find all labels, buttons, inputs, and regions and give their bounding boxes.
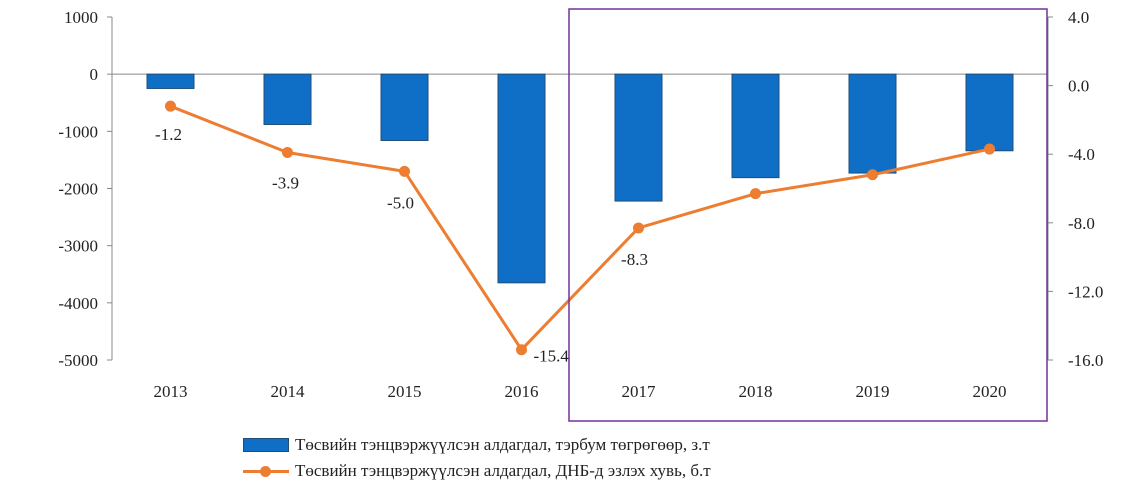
line-point xyxy=(399,165,410,177)
x-axis-tick-label: 2020 xyxy=(973,382,1007,401)
data-label: -15.4 xyxy=(534,347,570,366)
line-point xyxy=(633,222,644,234)
right-axis-tick-label: -4.0 xyxy=(1068,145,1095,164)
highlight-box xyxy=(568,8,1048,422)
right-axis-tick-label: 0.0 xyxy=(1068,77,1089,96)
line-point xyxy=(750,188,761,200)
left-axis-tick-label: -1000 xyxy=(58,122,98,141)
data-label: -8.3 xyxy=(621,250,648,269)
x-axis-tick-label: 2018 xyxy=(739,382,773,401)
line-series: -1.2 -3.9 -5.0 -15.4 -8.3 xyxy=(155,100,995,366)
left-axis-tick-label: -3000 xyxy=(58,237,98,256)
legend-swatch-line xyxy=(243,464,289,478)
line-point xyxy=(282,146,293,158)
x-axis-tick-label: 2015 xyxy=(388,382,422,401)
left-axis-tick-label: 1000 xyxy=(64,8,98,27)
left-axis-tick-label: -4000 xyxy=(58,294,98,313)
data-label: -3.9 xyxy=(272,173,299,192)
x-axis-labels: 2013 2014 2015 2016 2017 2018 2019 2020 xyxy=(154,382,1007,401)
bar xyxy=(263,73,312,125)
right-axis-tick-label: 4.0 xyxy=(1068,8,1089,27)
legend-swatch-bar xyxy=(243,438,289,452)
right-axis-tick-label: -16.0 xyxy=(1068,351,1103,370)
x-axis-tick-label: 2014 xyxy=(271,382,306,401)
left-axis-tick-label: -5000 xyxy=(58,351,98,370)
bar xyxy=(965,73,1014,152)
legend-marker xyxy=(260,466,271,477)
x-axis-tick-label: 2016 xyxy=(505,382,539,401)
data-label: -1.2 xyxy=(155,125,182,144)
bar xyxy=(497,73,546,284)
right-axis: 4.0 0.0 -4.0 -8.0 -12.0 -16.0 xyxy=(1047,8,1103,370)
legend-item-bar: Төсвийн тэнцвэржүүлсэн алдагдал, тэрбум … xyxy=(243,432,711,458)
legend-label-bar: Төсвийн тэнцвэржүүлсэн алдагдал, тэрбум … xyxy=(295,435,710,454)
bar xyxy=(380,73,429,141)
bar xyxy=(614,73,663,202)
x-axis-tick-label: 2017 xyxy=(622,382,657,401)
line-point xyxy=(984,143,995,155)
line-point xyxy=(867,169,878,181)
left-axis: 1000 0 -1000 -2000 -3000 -4000 -5000 xyxy=(58,8,1048,370)
line-point xyxy=(516,344,527,356)
right-axis-tick-label: -8.0 xyxy=(1068,214,1095,233)
bar xyxy=(146,73,195,89)
legend-item-line: Төсвийн тэнцвэржүүлсэн алдагдал, ДНБ-д э… xyxy=(243,458,711,484)
line-point xyxy=(165,100,176,112)
bar-series xyxy=(146,73,1014,284)
data-label: -5.0 xyxy=(387,193,414,212)
bar xyxy=(731,73,780,179)
x-axis-tick-label: 2019 xyxy=(856,382,890,401)
left-axis-tick-label: 0 xyxy=(90,65,99,84)
series-line xyxy=(169,104,990,352)
right-axis-tick-label: -12.0 xyxy=(1068,282,1103,301)
legend-label-line: Төсвийн тэнцвэржүүлсэн алдагдал, ДНБ-д э… xyxy=(295,461,711,480)
x-axis-tick-label: 2013 xyxy=(154,382,188,401)
left-axis-tick-label: -2000 xyxy=(58,180,98,199)
legend: Төсвийн тэнцвэржүүлсэн алдагдал, тэрбум … xyxy=(243,432,711,484)
bar xyxy=(848,73,897,174)
